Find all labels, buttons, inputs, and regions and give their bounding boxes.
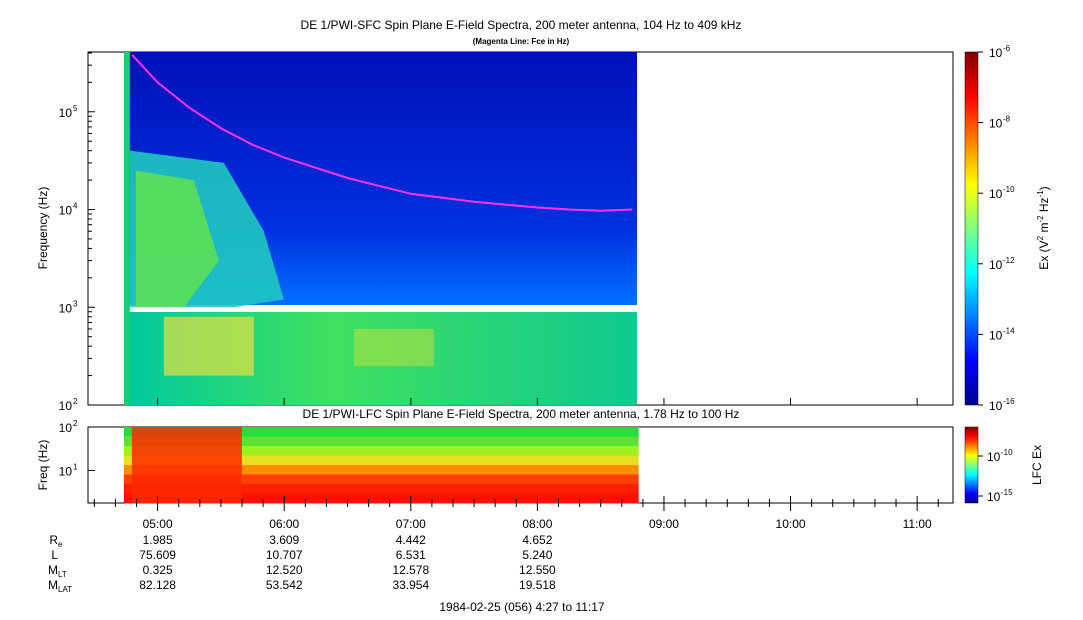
ephemeris-label-subscript: LAT: [58, 585, 72, 594]
footer-date-range: 1984-02-25 (056) 4:27 to 11:17: [439, 600, 605, 614]
sfc-chart-title: DE 1/PWI-SFC Spin Plane E-Field Spectra,…: [301, 18, 742, 32]
ephemeris-label-subscript: LT: [58, 570, 67, 579]
lfc-colorbar-label: LFC Ex: [1030, 445, 1044, 485]
lfc-data-bands: [123, 427, 639, 504]
ephemeris-label: L: [51, 548, 58, 562]
lfc-band: [123, 455, 639, 466]
x-tick-label: 07:00: [396, 517, 426, 531]
lfc-band: [123, 465, 639, 475]
sfc-y-tick-exponent: 3: [73, 299, 78, 308]
lfc-colorbar-tick-label: 10: [987, 450, 1001, 464]
x-tick-label: 05:00: [143, 517, 173, 531]
sfc-colorbar-tick-exponent: -16: [1003, 397, 1015, 406]
sfc-texture-activity: [163, 316, 254, 376]
sfc-texture-activity: [353, 328, 434, 367]
lfc-y-tick-label: 10: [59, 464, 73, 478]
ephemeris-value: 12.578: [392, 563, 429, 577]
fce-magenta-line: [131, 54, 633, 212]
ephemeris-label-subscript: e: [58, 540, 63, 549]
ephemeris-label: M: [48, 563, 58, 577]
lfc-band: [123, 446, 639, 456]
ephemeris-value: 53.542: [266, 578, 303, 592]
ephemeris-value: 19.518: [519, 578, 556, 592]
sfc-y-tick-exponent: 5: [73, 104, 78, 113]
lfc-band: [123, 436, 639, 447]
ephemeris-value: 10.707: [266, 548, 303, 562]
lfc-y-axis-label: Freq (Hz): [36, 440, 50, 491]
ephemeris-value: 6.531: [396, 548, 426, 562]
sfc-colorbar-tick-label: 10: [989, 117, 1003, 131]
lfc-chart-title: DE 1/PWI-LFC Spin Plane E-Field Spectra,…: [303, 407, 740, 421]
ephemeris-value: 82.128: [139, 578, 176, 592]
sfc-colorbar-tick-label: 10: [989, 328, 1003, 342]
sfc-y-tick-label: 10: [59, 399, 73, 413]
sfc-colorbar-tick-exponent: -10: [1003, 185, 1015, 194]
sfc-colorbar-tick-label: 10: [989, 187, 1003, 201]
sfc-y-tick-exponent: 2: [73, 397, 78, 406]
sfc-y-axis-label: Frequency (Hz): [36, 187, 50, 270]
lfc-y-tick-exponent: 1: [73, 462, 78, 471]
ephemeris-value: 33.954: [392, 578, 429, 592]
lfc-colorbar-tick-exponent: -15: [1001, 488, 1013, 497]
x-tick-label: 09:00: [649, 517, 679, 531]
ephemeris-value: 4.442: [396, 533, 426, 547]
sfc-y-tick-label: 10: [59, 106, 73, 120]
sfc-colorbar-tick-exponent: -6: [1003, 44, 1011, 53]
lfc-colorbar-strip: [964, 426, 979, 504]
sfc-texture-edge: [123, 52, 130, 405]
lfc-y-tick-exponent: 2: [73, 419, 78, 428]
sfc-colorbar-strip: [964, 51, 979, 406]
sfc-texture: [123, 52, 434, 405]
ephemeris-label: M: [48, 578, 58, 592]
ephemeris-value: 1.985: [143, 533, 173, 547]
lfc-band: [123, 493, 639, 504]
sfc-chart-subtitle: (Magenta Line: Fce in Hz): [473, 37, 570, 46]
lfc-band: [123, 484, 639, 494]
sfc-y-tick-label: 10: [59, 301, 73, 315]
ephemeris-label: R: [49, 533, 58, 547]
sfc-colorbar-tick-exponent: -12: [1003, 256, 1015, 265]
sfc-y-tick-label: 10: [59, 204, 73, 218]
sfc-colorbar-label: Ex (V2 m-2 Hz-1): [1036, 186, 1051, 269]
ephemeris-value: 12.550: [519, 563, 556, 577]
sfc-colorbar-tick-exponent: -8: [1003, 115, 1011, 124]
sfc-y-tick-exponent: 4: [73, 202, 78, 211]
x-tick-label: 11:00: [903, 517, 932, 531]
ephemeris-value: 3.609: [269, 533, 299, 547]
ephemeris-value: 75.609: [139, 548, 176, 562]
time-x-axis: 05:00 06:00 07:00 08:00 09:00 10:00 11:00: [93, 398, 939, 531]
ephemeris-value: 12.520: [266, 563, 303, 577]
sfc-colorbar-tick-exponent: -14: [1003, 326, 1015, 335]
x-tick-label: 06:00: [269, 517, 299, 531]
sfc-colorbar-tick-label: 10: [989, 399, 1003, 413]
x-tick-label: 08:00: [522, 517, 552, 531]
lfc-colorbar-tick-exponent: -10: [1001, 448, 1013, 457]
ephemeris-value: 0.325: [143, 563, 173, 577]
lfc-y-tick-label: 10: [59, 421, 73, 435]
lfc-band: [123, 474, 639, 485]
ephemeris-value: 4.652: [522, 533, 552, 547]
lfc-band-activity: [131, 427, 242, 503]
x-tick-label: 10:00: [776, 517, 806, 531]
sfc-colorbar-tick-label: 10: [989, 258, 1003, 272]
sfc-texture-activity: [135, 170, 219, 308]
lfc-band: [123, 427, 639, 437]
lfc-colorbar-tick-label: 10: [987, 490, 1001, 504]
sfc-colorbar-tick-label: 10: [989, 46, 1003, 60]
ephemeris-value: 5.240: [522, 548, 552, 562]
